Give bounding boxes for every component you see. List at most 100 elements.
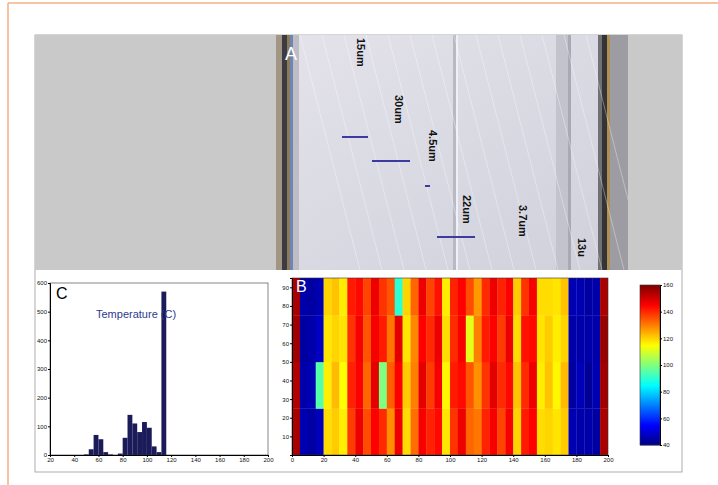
heat-cell [379,315,387,362]
heat-cell [316,362,324,409]
chart-title: Temperature (C) [96,308,176,320]
heatmap-x-tick: 80 [416,455,423,463]
heat-cell [545,362,553,409]
heat-cell [347,362,355,409]
heat-cell [332,362,340,409]
heat-cell [458,408,466,455]
photo-streak [344,35,404,270]
histogram-bar [142,422,147,455]
heatmap-x-tick: 40 [352,455,359,463]
heat-cell [569,362,577,409]
heatmap-x-tick: 180 [572,455,583,463]
heatmap-x-tick-label: 100 [445,457,456,463]
histogram-y-tick-label: 100 [37,424,48,430]
heatmap-y-tick: 10 [282,434,292,440]
histogram-x-tick: 20 [47,455,54,463]
heat-cell [490,362,498,409]
colorbar-tick-label: 60 [663,416,670,422]
plot-frame [50,283,268,455]
heat-cell [592,362,600,409]
heatmap-y-tick-mark [290,380,292,381]
heat-cell [482,408,490,455]
colorbar-tick: 80 [660,389,670,395]
histogram-y-axis: 0100200300400500600 [37,280,51,458]
heatmap-y-tick-mark [290,362,292,363]
heat-cell [418,315,426,362]
heat-cell [521,315,529,362]
histogram-x-tick: 160 [215,455,226,463]
heatmap-x-tick: 20 [321,455,328,463]
heat-cell [300,408,308,455]
heat-cell [521,278,529,316]
heat-cell [434,408,442,455]
heatmap-y-tick-mark [290,436,292,437]
heatmap-y-tick-label: 80 [282,303,289,309]
histogram-x-tick-label: 160 [215,457,226,463]
photo-band [610,35,628,270]
heatmap-y-tick-label: 30 [282,397,289,403]
heat-cell [545,278,553,316]
histogram-y-tick: 0 [44,452,50,458]
histogram-x-tick: 100 [142,455,153,463]
photo-streak [542,35,602,270]
measure-label: 15um [355,38,367,67]
photo-band [598,35,602,270]
histogram-y-tick: 200 [37,395,50,401]
heat-cell [347,278,355,316]
heat-cell [418,362,426,409]
photo-band [556,35,568,270]
measure-label: 4.5um [427,130,439,162]
heatmap-x-tick-label: 200 [603,457,614,463]
heat-cell [569,278,577,316]
heat-cell [403,278,411,316]
heatmap-y-tick-mark [290,287,292,288]
colorbar-axis-line [661,286,663,446]
histogram-x-tick-label: 40 [71,457,78,463]
heat-cell [474,362,482,409]
heat-cell [537,315,545,362]
colorbar-tick: 140 [660,309,674,315]
heat-cell [403,408,411,455]
heat-cell [403,362,411,409]
histogram-y-tick: 500 [37,309,50,315]
heat-cell [339,315,347,362]
heat-cell [411,408,419,455]
heatmap-x-tick-label: 60 [384,457,391,463]
heat-cell [592,278,600,316]
heat-cell [553,315,561,362]
heat-cell [411,362,419,409]
measure-line [425,185,430,187]
colorbar-tick-label: 80 [663,389,670,395]
heat-cell [379,408,387,455]
page-rule [8,2,718,4]
heat-cell [324,408,332,455]
heat-cell [474,408,482,455]
gray-fill [35,35,276,270]
histogram-x-tick-label: 140 [191,457,202,463]
heat-cell [426,315,434,362]
heat-cell [576,315,584,362]
colorbar-tick: 60 [660,416,670,422]
heatmap-y-axis-line [290,279,293,456]
colorbar-tick-mark [660,285,662,286]
heat-cell [363,362,371,409]
panel-letter: A [285,44,297,64]
heatmap-y-tick-label: 70 [282,322,289,328]
heat-cell [537,408,545,455]
histogram-y-axis-line [48,284,51,456]
heat-cell [395,408,403,455]
histogram-bar [123,438,128,455]
photo-streak [410,35,470,270]
heat-cell [521,362,529,409]
panel-letter: C [56,285,68,302]
heat-cell [379,278,387,316]
heat-cell [442,315,450,362]
heat-cell [316,278,324,316]
heat-cell [308,408,316,455]
colorbar-tick-label: 160 [663,282,674,288]
heat-cell [545,315,553,362]
histogram-y-tick-label: 500 [37,309,48,315]
heat-cell [529,278,537,316]
page-rule [7,3,9,485]
heat-cell [482,362,490,409]
